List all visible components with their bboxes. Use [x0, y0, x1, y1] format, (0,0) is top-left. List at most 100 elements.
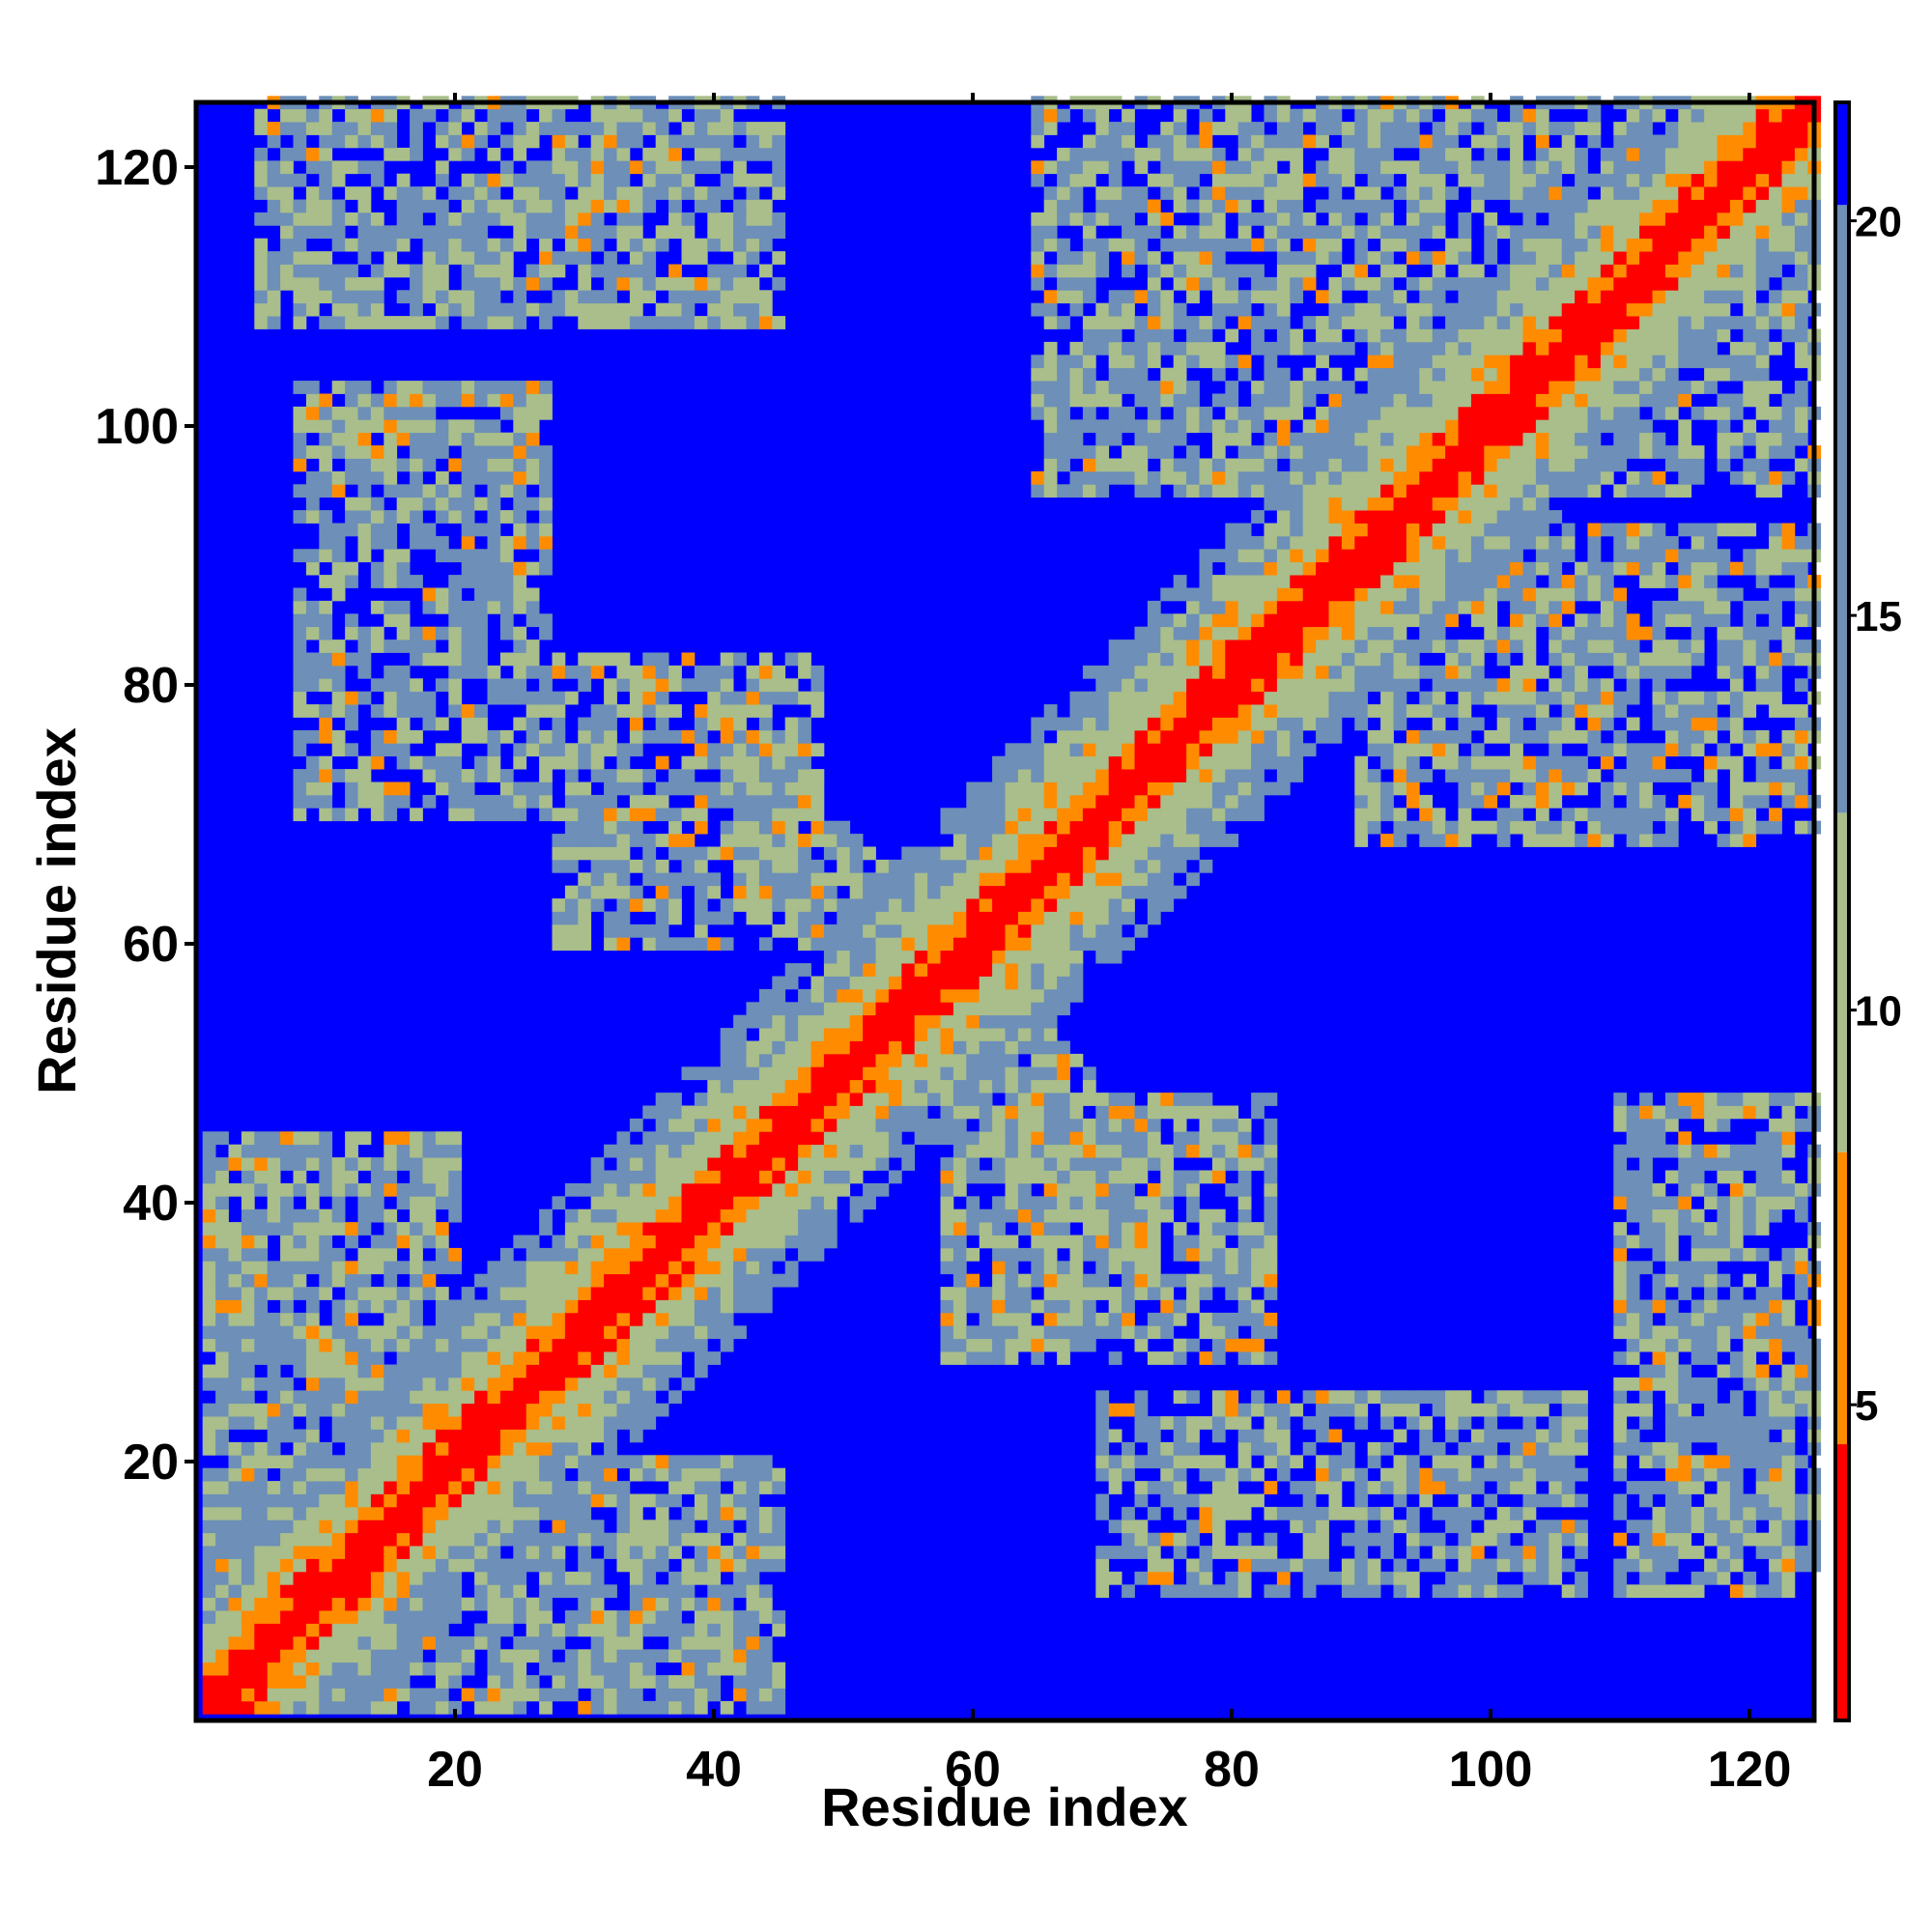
heatmap-cell — [668, 1157, 682, 1171]
heatmap-cell — [668, 1635, 682, 1650]
heatmap-cell — [604, 199, 617, 213]
heatmap-cell — [1108, 458, 1122, 472]
heatmap-cell — [629, 1377, 643, 1391]
heatmap-cell — [487, 276, 501, 291]
heatmap-cell — [1186, 1441, 1200, 1456]
heatmap-cell — [746, 290, 760, 304]
heatmap-cell — [875, 1014, 890, 1029]
heatmap-cell — [422, 717, 437, 731]
heatmap-cell — [733, 173, 747, 187]
heatmap-cell — [1225, 1467, 1239, 1482]
heatmap-cell — [241, 1546, 255, 1559]
heatmap-cell — [863, 1028, 876, 1041]
heatmap-cell — [810, 678, 825, 693]
heatmap-cell — [1017, 1182, 1032, 1197]
heatmap-cell — [384, 1131, 398, 1146]
heatmap-cell — [837, 859, 851, 873]
heatmap-cell — [435, 1455, 449, 1469]
heatmap-cell — [1186, 290, 1200, 304]
heatmap-cell — [772, 846, 786, 861]
heatmap-cell — [616, 808, 631, 822]
heatmap-cell — [1031, 238, 1045, 252]
heatmap-cell — [410, 1390, 423, 1405]
heatmap-cell — [280, 1635, 294, 1650]
heatmap-cell — [1057, 355, 1070, 369]
heatmap-cell — [668, 108, 682, 123]
heatmap-cell — [280, 147, 294, 161]
heatmap-cell — [293, 691, 307, 705]
heatmap-cell — [1122, 1144, 1135, 1158]
heatmap-cell — [1057, 808, 1070, 822]
heatmap-cell — [526, 134, 540, 149]
heatmap-cell — [1211, 665, 1226, 679]
heatmap-cell — [1122, 639, 1135, 653]
heatmap-cell — [499, 587, 514, 602]
heatmap-cell — [499, 1520, 514, 1534]
heatmap-cell — [875, 1131, 890, 1146]
heatmap-cell — [1160, 769, 1175, 782]
heatmap-cell — [254, 1325, 269, 1340]
heatmap-cell — [720, 316, 734, 329]
heatmap-cell — [1017, 1196, 1032, 1210]
heatmap-cell — [979, 950, 993, 964]
heatmap-cell — [1005, 1261, 1019, 1275]
heatmap-cell — [293, 302, 307, 317]
heatmap-cell — [539, 626, 553, 640]
heatmap-cell — [254, 1441, 269, 1456]
heatmap-cell — [1160, 781, 1175, 796]
heatmap-cell — [604, 173, 617, 187]
heatmap-cell — [875, 1105, 890, 1120]
heatmap-cell — [952, 808, 967, 822]
heatmap-cell — [655, 225, 669, 240]
heatmap-cell — [992, 1002, 1006, 1016]
heatmap-cell — [254, 1287, 269, 1300]
heatmap-cell — [642, 937, 657, 952]
heatmap-cell — [331, 1429, 346, 1443]
heatmap-cell — [733, 1532, 747, 1547]
heatmap-cell — [267, 1546, 281, 1559]
heatmap-cell — [746, 872, 760, 887]
heatmap-cell — [448, 678, 463, 693]
heatmap-cell — [422, 108, 437, 123]
heatmap-cell — [396, 419, 411, 434]
heatmap-cell — [357, 393, 372, 408]
heatmap-cell — [746, 316, 760, 329]
heatmap-cell — [513, 1506, 527, 1520]
heatmap-cell — [487, 1481, 501, 1494]
heatmap-cell — [461, 225, 475, 240]
heatmap-cell — [1108, 1403, 1122, 1417]
heatmap-cell — [1186, 755, 1200, 770]
heatmap-cell — [1134, 1118, 1149, 1132]
heatmap-cell — [1082, 1235, 1096, 1249]
heatmap-cell — [410, 134, 423, 149]
heatmap-cell — [875, 872, 890, 887]
heatmap-cell — [435, 769, 449, 782]
heatmap-cell — [1147, 639, 1161, 653]
heatmap-cell — [513, 186, 527, 200]
heatmap-cell — [280, 1662, 294, 1676]
heatmap-cell — [629, 1506, 643, 1520]
heatmap-cell — [810, 898, 825, 912]
heatmap-cell — [1108, 381, 1122, 394]
heatmap-cell — [331, 406, 346, 420]
heatmap-cell — [1122, 769, 1135, 782]
heatmap-cell — [487, 1506, 501, 1520]
heatmap-cell — [604, 1546, 617, 1559]
heatmap-cell — [1199, 160, 1213, 175]
heatmap-cell — [979, 1299, 993, 1314]
heatmap-cell — [499, 393, 514, 408]
heatmap-cell — [707, 1222, 722, 1236]
heatmap-cell — [681, 238, 696, 252]
heatmap-cell — [1122, 743, 1135, 757]
heatmap-cell — [319, 1662, 333, 1676]
heatmap-cell — [1095, 238, 1110, 252]
heatmap-cell — [746, 898, 760, 912]
heatmap-cell — [202, 1170, 216, 1184]
heatmap-cell — [1108, 717, 1122, 731]
heatmap-cell — [345, 652, 358, 667]
heatmap-cell — [305, 1390, 320, 1405]
heatmap-cell — [1134, 316, 1149, 329]
heatmap-cell — [1082, 445, 1096, 459]
heatmap-cell — [1082, 458, 1096, 472]
heatmap-cell — [1031, 1157, 1045, 1171]
